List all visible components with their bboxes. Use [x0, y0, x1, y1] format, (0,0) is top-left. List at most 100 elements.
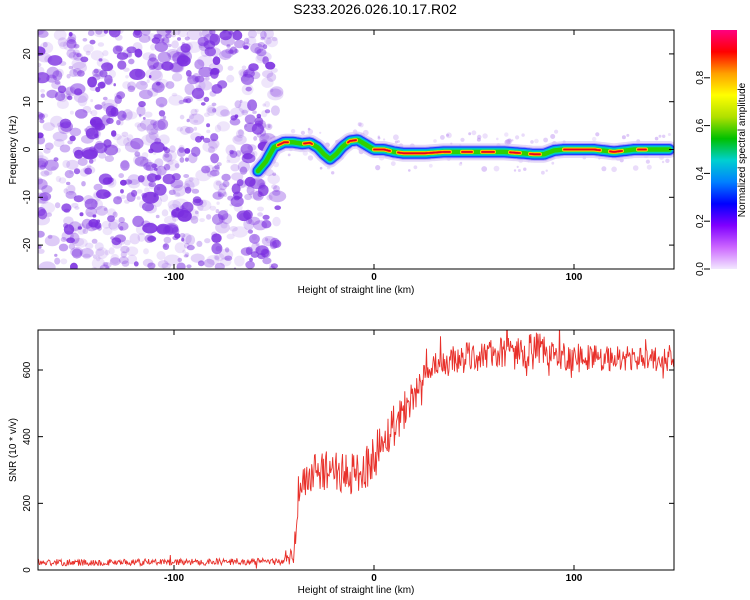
noise-speckle	[60, 258, 68, 265]
noise-speckle	[117, 221, 129, 231]
noise-speckle	[117, 110, 127, 121]
noise-speckle	[132, 215, 145, 227]
noise-speckle	[63, 224, 75, 235]
spectrogram-noise	[38, 30, 671, 269]
noise-speckle	[194, 108, 199, 113]
noise-speckle	[135, 224, 148, 236]
snr-x-tick-label: -100	[164, 573, 184, 584]
noise-speckle	[46, 89, 58, 99]
noise-speckle	[79, 222, 84, 227]
noise-speckle	[201, 165, 211, 174]
noise-speckle	[460, 161, 463, 164]
noise-speckle	[211, 233, 222, 243]
noise-speckle	[261, 236, 277, 247]
noise-speckle	[180, 43, 191, 53]
noise-speckle	[98, 58, 103, 62]
noise-speckle	[150, 129, 158, 135]
noise-speckle	[112, 45, 123, 55]
noise-speckle	[93, 68, 99, 74]
noise-speckle	[137, 175, 145, 183]
noise-speckle	[541, 170, 545, 175]
noise-speckle	[231, 183, 241, 195]
noise-speckle	[179, 114, 185, 120]
noise-speckle	[154, 34, 161, 39]
noise-speckle	[104, 74, 113, 85]
spectrogram-y-tick-label: 10	[22, 96, 33, 108]
noise-speckle	[181, 233, 192, 245]
noise-speckle	[188, 177, 194, 182]
noise-speckle	[87, 76, 97, 88]
noise-speckle	[155, 214, 160, 219]
noise-speckle	[595, 132, 600, 137]
noise-speckle	[68, 32, 73, 37]
noise-speckle	[142, 156, 147, 161]
noise-speckle	[40, 93, 45, 98]
noise-speckle	[124, 239, 131, 246]
noise-speckle	[142, 222, 158, 234]
noise-speckle	[84, 198, 98, 210]
noise-speckle	[632, 165, 639, 171]
noise-speckle	[121, 114, 126, 118]
noise-speckle	[70, 227, 77, 235]
noise-speckle	[69, 110, 74, 115]
noise-speckle	[190, 132, 202, 141]
noise-speckle	[42, 42, 48, 48]
noise-speckle	[264, 101, 271, 108]
noise-speckle	[161, 262, 172, 269]
noise-speckle	[147, 87, 159, 97]
noise-speckle	[211, 242, 223, 255]
noise-speckle	[120, 160, 130, 171]
noise-speckle	[217, 193, 222, 198]
noise-speckle	[94, 201, 99, 205]
noise-speckle	[142, 116, 146, 120]
noise-speckle	[146, 123, 159, 135]
noise-speckle	[224, 209, 229, 213]
colorbar-tick-label: 0.4	[695, 166, 706, 180]
noise-speckle	[112, 241, 123, 249]
noise-speckle	[219, 30, 232, 41]
noise-speckle	[44, 159, 59, 171]
noise-speckle	[176, 147, 187, 157]
spectrogram-x-tick-label: 100	[566, 272, 583, 283]
noise-speckle	[204, 238, 211, 244]
noise-speckle	[108, 30, 121, 38]
noise-speckle	[110, 107, 119, 117]
noise-speckle	[256, 48, 267, 57]
noise-speckle	[209, 205, 217, 211]
ridge-peak-core	[397, 151, 451, 155]
noise-speckle	[90, 99, 94, 103]
noise-speckle	[102, 96, 108, 101]
noise-speckle	[247, 30, 257, 39]
noise-speckle	[121, 260, 130, 267]
noise-speckle	[243, 218, 255, 231]
noise-speckle	[203, 40, 216, 50]
noise-speckle	[272, 239, 282, 248]
spectrogram-ridge	[249, 131, 674, 180]
noise-speckle	[358, 122, 364, 128]
noise-speckle	[210, 169, 220, 177]
noise-speckle	[201, 30, 213, 38]
noise-speckle	[57, 93, 68, 103]
ridge-peak-core	[563, 148, 601, 151]
noise-speckle	[162, 152, 173, 163]
noise-speckle	[247, 99, 258, 111]
noise-speckle	[57, 122, 64, 127]
noise-speckle	[83, 44, 94, 53]
noise-speckle	[231, 226, 248, 238]
noise-speckle	[111, 143, 118, 149]
noise-speckle	[52, 131, 68, 142]
noise-speckle	[244, 193, 253, 201]
noise-speckle	[86, 164, 92, 168]
ridge-peak-core	[303, 141, 313, 145]
noise-speckle	[260, 36, 266, 41]
noise-speckle	[191, 188, 200, 194]
noise-speckle	[243, 152, 253, 160]
noise-speckle	[262, 44, 268, 50]
noise-speckle	[654, 136, 659, 141]
noise-speckle	[59, 118, 72, 129]
noise-speckle	[184, 186, 192, 194]
noise-speckle	[90, 50, 104, 61]
noise-speckle	[147, 235, 157, 242]
noise-speckle	[122, 109, 133, 121]
